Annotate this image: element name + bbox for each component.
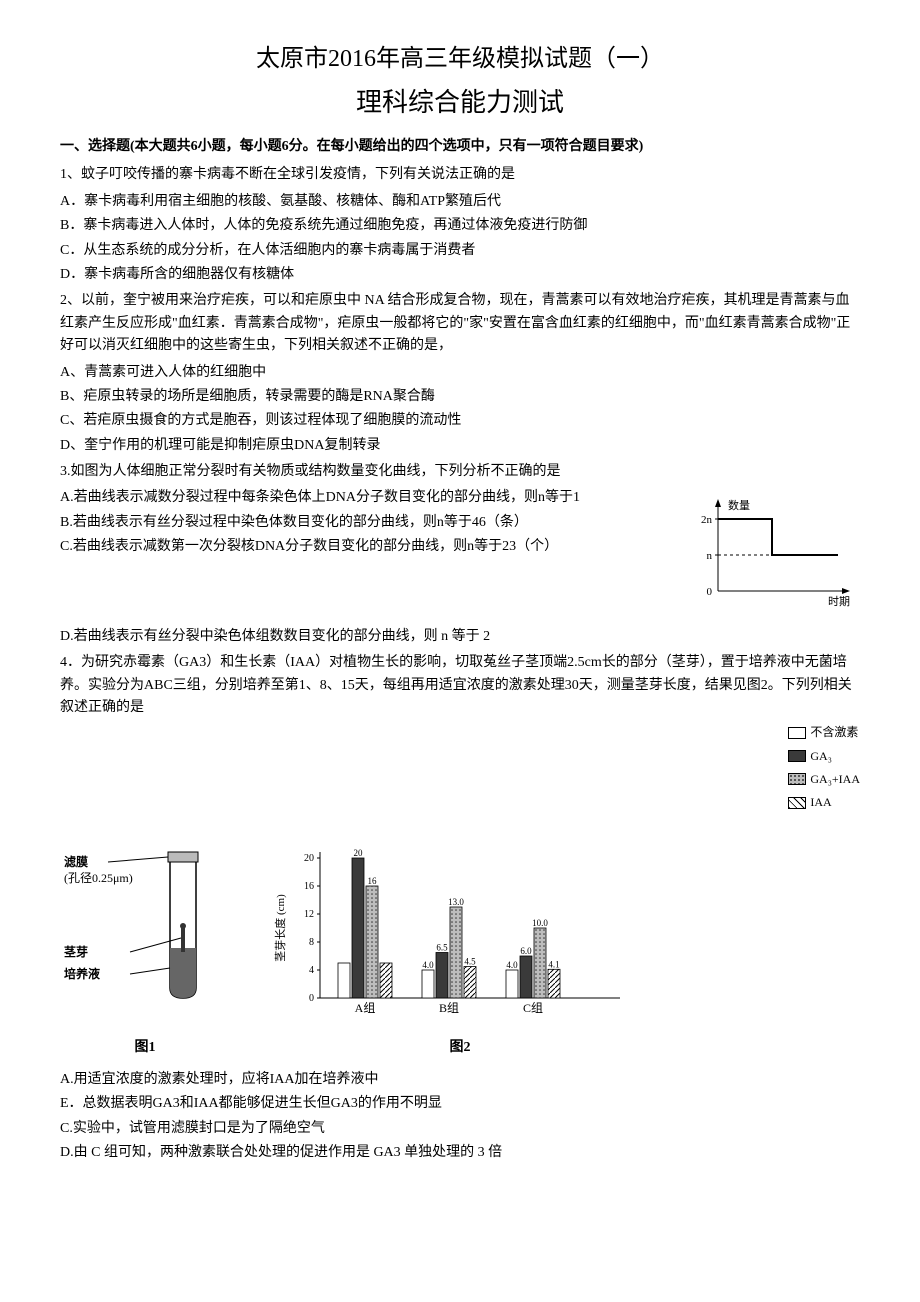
svg-text:8: 8 [309, 937, 314, 948]
svg-text:A组: A组 [355, 1001, 376, 1015]
svg-text:4.5: 4.5 [464, 957, 476, 967]
svg-text:10.0: 10.0 [532, 918, 548, 928]
page-subtitle: 理科综合能力测试 [60, 82, 860, 124]
q4-option-a: A.用适宜浓度的激素处理时，应将IAA加在培养液中 [60, 1069, 860, 1091]
q1-option-c: C．从生态系统的成分分析，在人体活细胞内的寨卡病毒属于消费者 [60, 240, 860, 262]
q4-option-d: D.由 C 组可知，两种激素联合处处理的促进作用是 GA3 单独处理的 3 倍 [60, 1142, 860, 1164]
question-4-stem: 4．为研究赤霉素（GA3）和生长素（IAA）对植物生长的影响，切取菟丝子茎顶端2… [60, 652, 860, 719]
svg-text:20: 20 [354, 848, 364, 858]
svg-text:16: 16 [368, 876, 378, 886]
legend-item: 不含激素 [788, 723, 858, 742]
q2-option-d: D、奎宁作用的机理可能是抑制疟原虫DNA复制转录 [60, 435, 860, 457]
svg-text:数量: 数量 [728, 499, 750, 512]
q4-option-b: E．总数据表明GA3和IAA都能够促进生长但GA3的作用不明显 [60, 1093, 860, 1115]
fig1-caption: 图1 [60, 1037, 230, 1059]
svg-text:16: 16 [304, 881, 314, 892]
svg-text:2n: 2n [701, 514, 713, 526]
figure-1: 滤膜 (孔径0.25μm) 茎芽培养液 图1 [60, 828, 230, 1059]
svg-text:茎芽: 茎芽 [64, 944, 88, 959]
svg-text:4.1: 4.1 [548, 959, 559, 969]
q2-option-b: B、疟原虫转录的场所是细胞质，转录需要的酶是RNA聚合酶 [60, 386, 860, 408]
figure-2: 048121620茎芽长度 (cm)2016A组4.06.513.04.5B组4… [270, 828, 650, 1059]
q1-option-a: A．寨卡病毒利用宿主细胞的核酸、氨基酸、核糖体、酶和ATP繁殖后代 [60, 191, 860, 213]
svg-text:6.0: 6.0 [520, 946, 532, 956]
svg-text:时期: 时期 [828, 595, 850, 608]
legend-item: GA₃+IAA [788, 770, 860, 789]
q2-option-c: C、若疟原虫摄食的方式是胞吞，则该过程体现了细胞膜的流动性 [60, 410, 860, 432]
section-heading: 一、选择题(本大题共6小题，每小题6分。在每小题给出的四个选项中，只有一项符合题… [60, 136, 860, 158]
svg-text:13.0: 13.0 [448, 897, 464, 907]
q3-chart: 2n n 0 数量时期 [690, 491, 860, 619]
svg-text:0: 0 [707, 586, 713, 598]
svg-text:C组: C组 [523, 1001, 543, 1015]
svg-text:茎芽长度 (cm): 茎芽长度 (cm) [273, 894, 287, 962]
q4-option-c: C.实验中，试管用滤膜封口是为了隔绝空气 [60, 1118, 860, 1140]
question-2-stem: 2、以前，奎宁被用来治疗疟疾，可以和疟原虫中 NA 结合形成复合物，现在，青蒿素… [60, 290, 860, 357]
legend-item: GA₃ [788, 747, 832, 766]
svg-text:0: 0 [309, 993, 314, 1004]
svg-text:4: 4 [309, 965, 314, 976]
fig2-caption: 图2 [270, 1037, 650, 1059]
page-title: 太原市2016年高三年级模拟试题（一） [60, 40, 860, 78]
legend-item: IAA [788, 793, 831, 812]
q2-option-a: A、青蒿素可进入人体的红细胞中 [60, 362, 860, 384]
q1-option-d: D．寨卡病毒所含的细胞器仅有核糖体 [60, 264, 860, 286]
svg-text:20: 20 [304, 853, 314, 864]
svg-text:(孔径0.25μm): (孔径0.25μm) [64, 871, 133, 885]
svg-text:4.0: 4.0 [506, 960, 518, 970]
q1-option-b: B．寨卡病毒进入人体时，人体的免疫系统先通过细胞免疫，再通过体液免疫进行防御 [60, 215, 860, 237]
question-3-stem: 3.如图为人体细胞正常分裂时有关物质或结构数量变化曲线，下列分析不正确的是 [60, 461, 860, 483]
svg-text:6.5: 6.5 [436, 943, 448, 953]
svg-text:12: 12 [304, 909, 314, 920]
fig2-legend: 不含激素 GA₃ GA₃+IAA IAA [788, 723, 860, 812]
svg-text:培养液: 培养液 [64, 966, 100, 981]
svg-text:B组: B组 [439, 1001, 459, 1015]
svg-text:n: n [707, 550, 713, 562]
question-1-stem: 1、蚊子叮咬传播的寨卡病毒不断在全球引发疫情，下列有关说法正确的是 [60, 164, 860, 186]
svg-text:滤膜: 滤膜 [64, 854, 88, 869]
svg-text:4.0: 4.0 [422, 960, 434, 970]
q3-option-d: D.若曲线表示有丝分裂中染色体组数数目变化的部分曲线，则 n 等于 2 [60, 626, 860, 648]
